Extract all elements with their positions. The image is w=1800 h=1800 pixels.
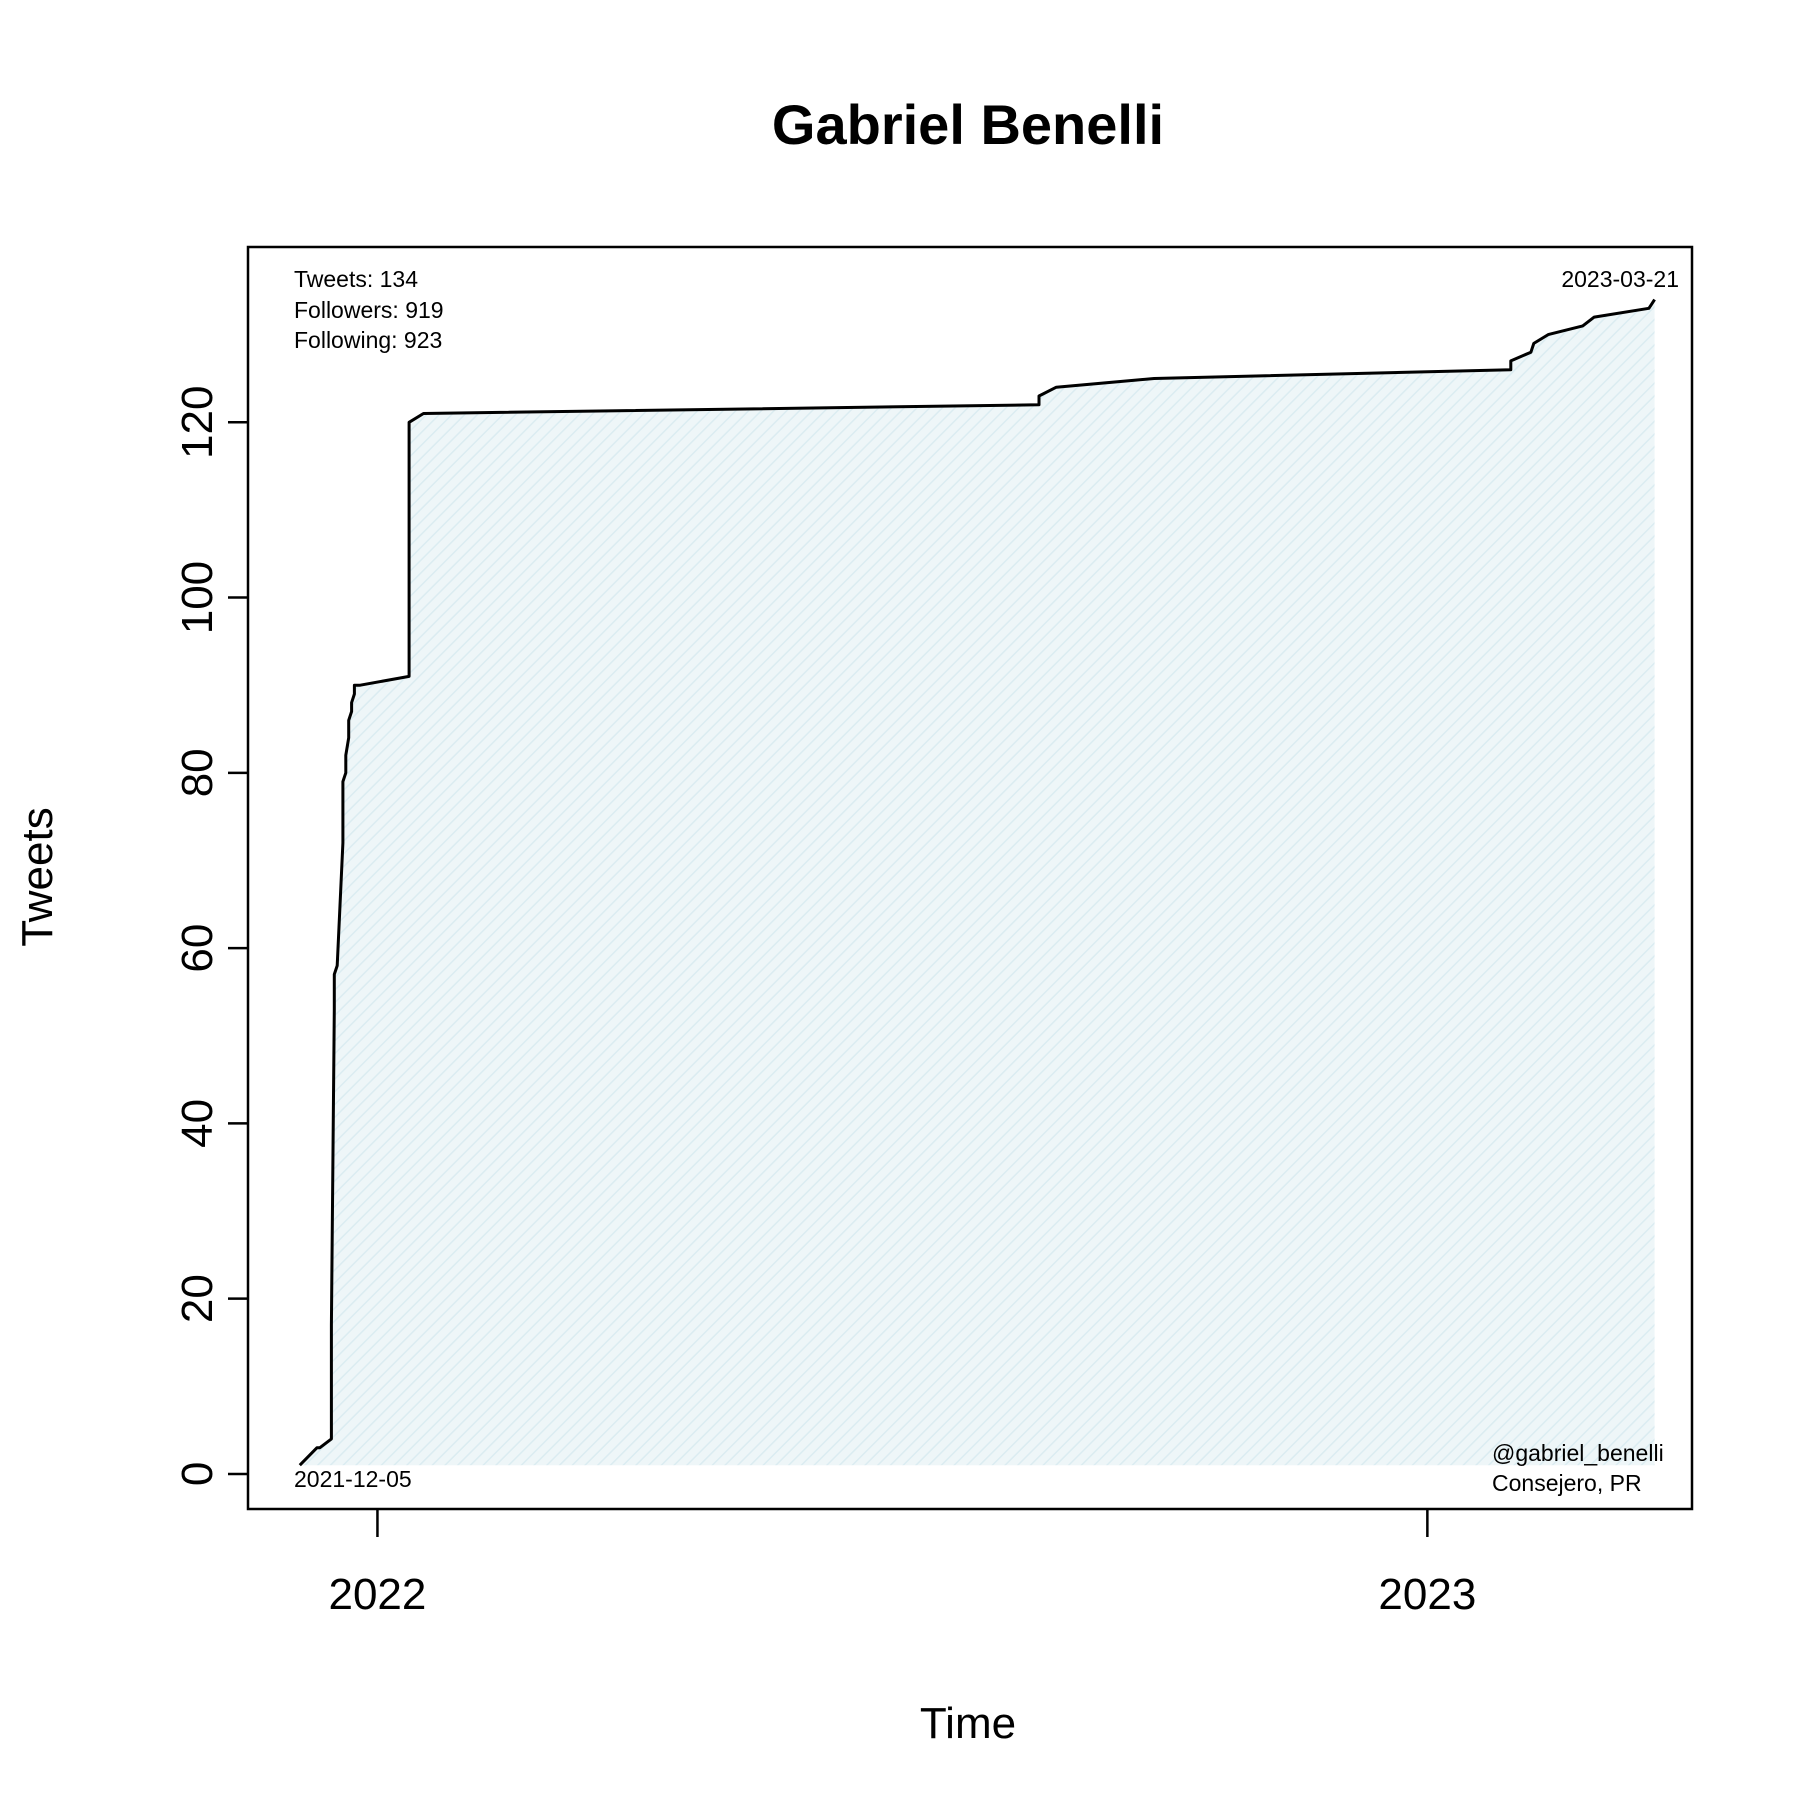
y-tick-label: 60 (173, 924, 222, 973)
followers-count-label: Followers: 919 (294, 297, 444, 323)
x-axis-title: Time (920, 1699, 1016, 1748)
y-tick-label: 40 (173, 1099, 222, 1148)
y-tick-label: 120 (173, 386, 222, 459)
cumulative-tweets-line (298, 298, 1656, 1467)
y-axis: 0 20 40 60 80 100 120 (173, 386, 248, 1486)
y-tick-label: 0 (173, 1462, 222, 1486)
x-tick-label: 2022 (328, 1570, 426, 1619)
tweets-count-label: Tweets: 134 (294, 266, 418, 292)
plot-frame (246, 245, 1694, 1511)
account-description-label: Consejero, PR (1492, 1470, 1642, 1496)
y-tick-label: 80 (173, 748, 222, 797)
end-date-label: 2023-03-21 (1561, 266, 1679, 292)
y-axis-title: Tweets (13, 807, 62, 946)
chart-title: Gabriel Benelli (772, 93, 1164, 156)
x-axis: 2022 2023 (328, 1509, 1476, 1619)
plot-area (298, 298, 1656, 1467)
cumulative-tweets-area (299, 299, 1655, 1466)
y-tick-label: 100 (173, 561, 222, 634)
account-handle-label: @gabriel_benelli (1492, 1440, 1664, 1466)
start-date-label: 2021-12-05 (294, 1466, 412, 1492)
following-count-label: Following: 923 (294, 327, 442, 353)
x-tick-label: 2023 (1378, 1570, 1476, 1619)
y-tick-label: 20 (173, 1274, 222, 1323)
